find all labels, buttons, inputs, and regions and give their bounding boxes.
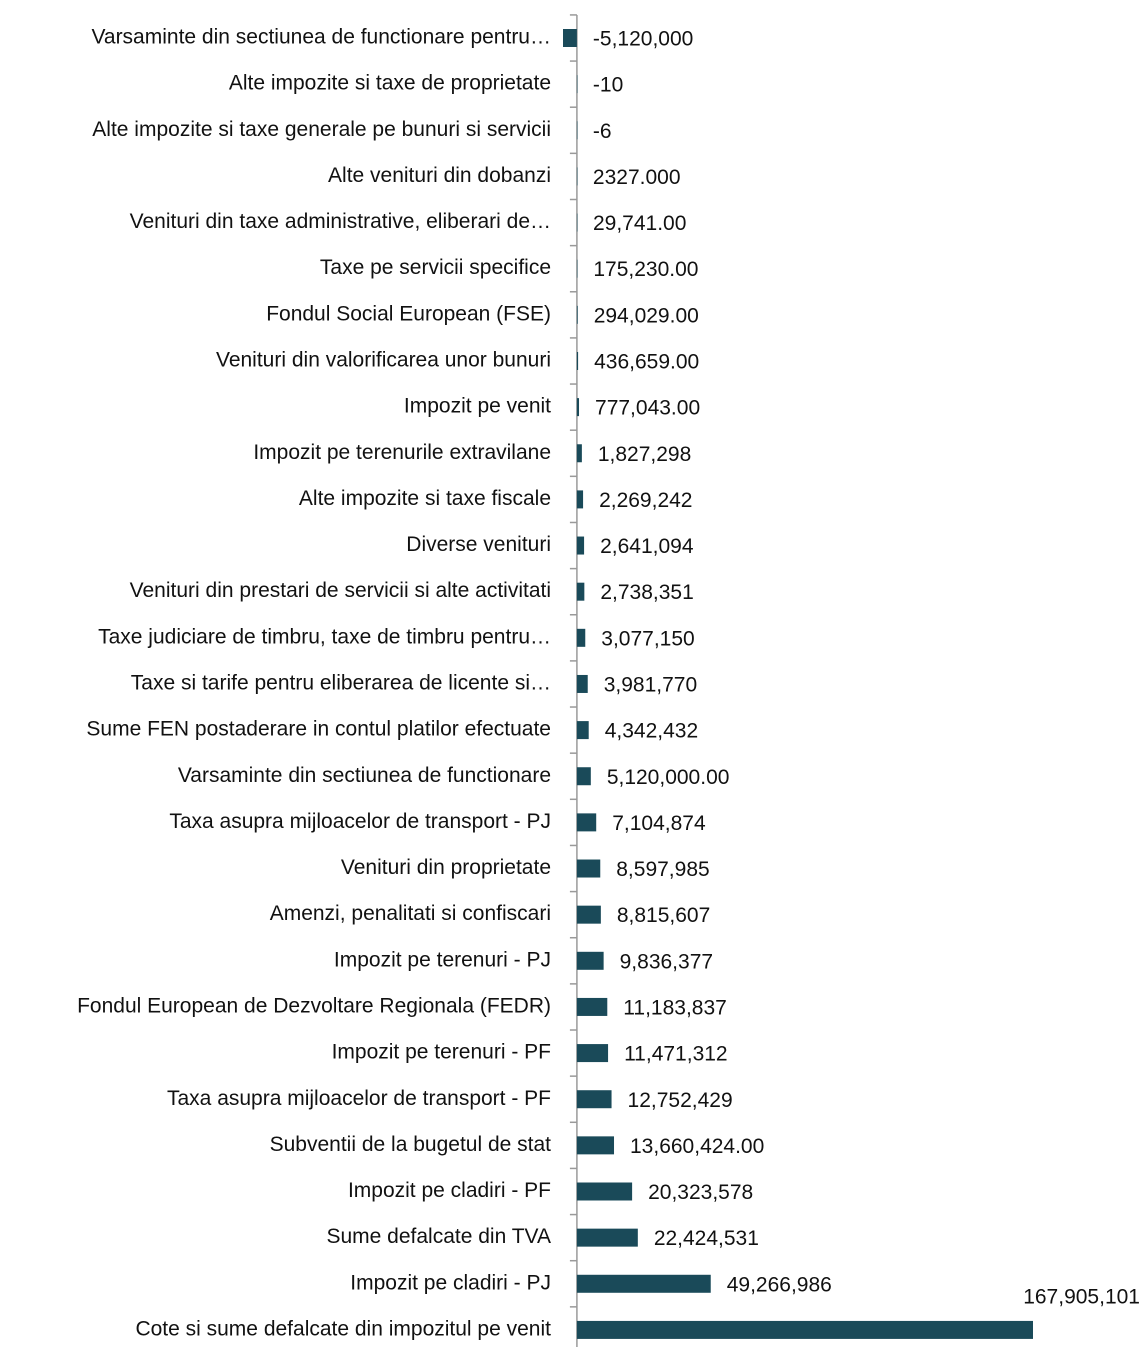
category-label: Impozit pe venit <box>404 395 551 418</box>
value-label: 11,471,312 <box>624 1043 728 1066</box>
category-label: Impozit pe cladiri - PF <box>348 1179 551 1202</box>
value-label: 3,077,150 <box>601 627 694 650</box>
value-label: 5,120,000.00 <box>607 766 730 789</box>
value-label: 8,597,985 <box>616 858 709 881</box>
category-label: Varsaminte din sectiunea de functionare <box>178 764 551 787</box>
bar <box>576 1090 612 1109</box>
category-label: Amenzi, penalitati si confiscari <box>270 902 551 925</box>
bar <box>576 75 578 94</box>
category-label: Taxa asupra mijloacelor de transport - P… <box>167 1087 551 1110</box>
category-label: Taxe pe servicii specifice <box>320 256 551 279</box>
bar <box>576 951 604 970</box>
bar <box>576 674 588 693</box>
category-label: Alte impozite si taxe generale pe bunuri… <box>92 118 551 141</box>
value-label: 294,029.00 <box>594 304 699 327</box>
value-label: 9,836,377 <box>620 950 713 973</box>
bar <box>576 121 578 140</box>
value-label: 2,269,242 <box>599 489 692 512</box>
bar <box>576 997 608 1016</box>
bar <box>576 1228 638 1247</box>
bar <box>563 29 577 47</box>
bar <box>576 767 591 786</box>
category-label: Venituri din valorificarea unor bunuri <box>216 349 551 372</box>
value-label: 436,659.00 <box>594 351 699 374</box>
bar <box>576 1044 609 1063</box>
category-label: Taxe si tarife pentru eliberarea de lice… <box>131 672 551 695</box>
value-label: -6 <box>593 120 612 143</box>
category-label: Alte impozite si taxe fiscale <box>299 487 551 510</box>
bar <box>576 1274 711 1293</box>
category-label: Venituri din proprietate <box>341 856 551 879</box>
bar <box>576 813 597 832</box>
value-label: 22,424,531 <box>654 1227 759 1250</box>
value-label: 49,266,986 <box>727 1273 832 1296</box>
value-label: 4,342,432 <box>605 720 698 743</box>
category-label: Cote si sume defalcate din impozitul pe … <box>135 1317 551 1340</box>
bar <box>576 582 585 601</box>
bar <box>576 351 579 370</box>
value-label: 2,738,351 <box>600 581 693 604</box>
bar <box>576 536 585 555</box>
value-label: 11,183,837 <box>623 996 727 1019</box>
category-label: Venituri din taxe administrative, eliber… <box>130 210 551 233</box>
bar <box>576 859 601 878</box>
value-label: -5,120,000 <box>593 28 693 51</box>
category-label: Impozit pe terenuri - PJ <box>334 948 551 971</box>
value-label: 12,752,429 <box>628 1089 733 1112</box>
bar <box>576 1182 633 1201</box>
category-label: Sume defalcate din TVA <box>326 1225 551 1248</box>
category-label: Diverse venituri <box>406 533 551 556</box>
category-label: Venituri din prestari de servicii si alt… <box>130 579 551 602</box>
bar <box>576 1320 1033 1339</box>
value-label: 13,660,424.00 <box>630 1135 764 1158</box>
value-label: 1,827,298 <box>598 443 691 466</box>
bar <box>576 305 578 324</box>
category-label: Impozit pe terenurile extravilane <box>253 441 551 464</box>
value-label: 175,230.00 <box>593 258 698 281</box>
bar <box>576 213 578 232</box>
bar <box>576 1136 615 1155</box>
value-label: 777,043.00 <box>595 397 700 420</box>
bar <box>576 444 582 463</box>
bar <box>576 905 601 924</box>
value-label: 3,981,770 <box>604 674 697 697</box>
bar <box>576 398 580 417</box>
value-label: 167,905,101 <box>1023 1285 1140 1308</box>
value-label: 8,815,607 <box>617 904 710 927</box>
category-label: Sume FEN postaderare in contul platilor … <box>86 718 551 741</box>
bar <box>576 721 589 740</box>
bar <box>576 259 578 278</box>
bar <box>576 490 584 509</box>
category-label: Varsaminte din sectiunea de functionare … <box>91 26 551 49</box>
category-label: Impozit pe terenuri - PF <box>332 1041 551 1064</box>
bar <box>576 628 586 647</box>
category-label: Taxa asupra mijloacelor de transport - P… <box>169 810 551 833</box>
bar <box>576 167 578 186</box>
value-label: 20,323,578 <box>648 1181 753 1204</box>
value-label: 7,104,874 <box>612 812 706 835</box>
value-label: 2327.000 <box>593 166 681 189</box>
category-label: Subventii de la bugetul de stat <box>270 1133 552 1156</box>
category-label: Fondul European de Dezvoltare Regionala … <box>77 994 551 1017</box>
category-label: Impozit pe cladiri - PJ <box>350 1271 551 1294</box>
category-label: Fondul Social European (FSE) <box>266 302 551 325</box>
value-label: -10 <box>593 74 623 97</box>
category-label: Alte venituri din dobanzi <box>328 164 551 187</box>
category-label: Alte impozite si taxe de proprietate <box>229 72 551 95</box>
value-label: 29,741.00 <box>593 212 686 235</box>
category-label: Taxe judiciare de timbru, taxe de timbru… <box>98 625 551 648</box>
value-label: 2,641,094 <box>600 535 694 558</box>
